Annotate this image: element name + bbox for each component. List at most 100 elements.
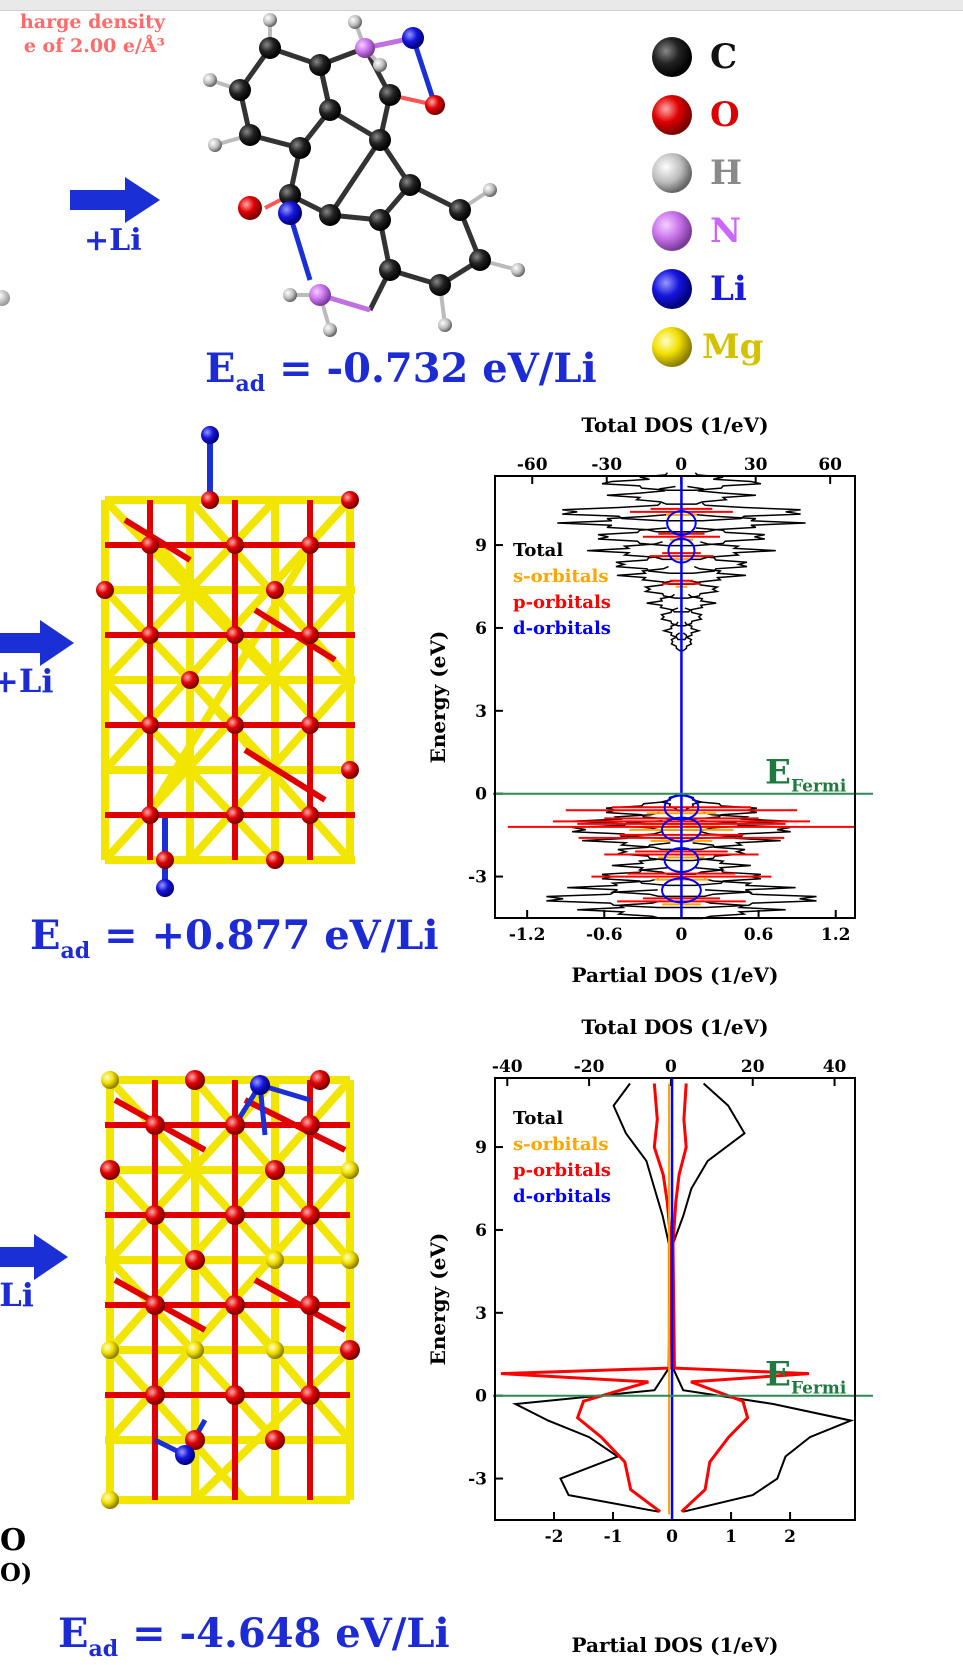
legend-item-li: Li [648,260,763,318]
dos-legend-entry: p-orbitals [513,1160,611,1181]
top-axis-title: Total DOS (1/eV) [581,413,768,437]
partial-atom-icon [0,290,10,306]
legend-label-h: H [710,153,743,193]
bottom-tick-label: 0 [666,1527,678,1547]
y-tick-label: 3 [475,702,487,722]
energy-value: = -4.648 eV/Li [132,1610,450,1657]
dos-chart-row2: Total DOS (1/eV) Partial DOS (1/eV) Energy… [426,413,873,987]
arrow-right-icon [0,620,74,666]
molecule-structure [203,13,525,337]
y-tick-label: -3 [468,868,487,888]
y-tick-label: 6 [475,1221,487,1241]
bottom-tick-label: 1 [725,1527,737,1547]
legend-label-li: Li [710,269,747,309]
y-tick-label: 9 [475,1138,487,1158]
mgo-slab-structure-row3 [100,1070,360,1509]
top-tick-label: -30 [591,455,622,475]
dos-legend-entry: s-orbitals [513,566,608,587]
nitrogen-atom-icon [652,211,692,251]
energy-prefix: E [58,1610,89,1657]
energy-prefix: E [30,912,61,959]
legend-item-c: C [648,28,763,86]
legend-label-n: N [710,211,742,251]
legend-item-h: H [648,144,763,202]
top-tick-label: 40 [823,1057,847,1077]
bottom-tick-label: 1.2 [821,925,851,945]
y-axis-title: Energy (eV) [426,1233,450,1366]
charge-density-note-line2: e of 2.00 e/Å³ [23,35,165,57]
bottom-tick-label: -1 [604,1527,623,1547]
window-top-bar [0,0,963,11]
fermi-sub-label: Fermi [791,1379,847,1399]
top-tick-label: -20 [574,1057,605,1077]
y-tick-label: 0 [475,1387,487,1407]
energy-value: = +0.877 eV/Li [104,912,439,959]
legend-label-o: O [710,95,740,135]
bottom-tick-label: -1.2 [509,925,546,945]
charge-density-note: harge density e of 2.00 e/Å³ [0,10,165,58]
fermi-sub-label: Fermi [791,777,847,797]
dos-chart-row3: Total DOS (1/eV) Partial DOS (1/eV) Energy… [426,1015,873,1657]
arrow-label-row1: +Li [84,223,142,258]
dos-legend-entry: d-orbitals [513,618,611,639]
legend-label-mg: Mg [702,327,764,367]
magnesium-atom-icon [652,327,692,367]
top-tick-label: 0 [665,1057,677,1077]
bottom-tick-label: 0 [676,925,688,945]
dos-legend-entry: d-orbitals [513,1186,611,1207]
total-dos-left [511,1082,670,1513]
adsorption-energy-row2: Ead = +0.877 eV/Li [30,912,439,964]
structure-label-line2: O) [0,1558,33,1587]
top-tick-label: 0 [675,455,687,475]
energy-sub: ad [60,938,91,964]
arrow-right-icon [0,1234,68,1280]
arrow-right-icon [70,177,160,223]
bottom-axis-title: Partial DOS (1/eV) [572,1633,779,1657]
arrow-label-row2: +Li [0,662,54,700]
fermi-label: E [765,1355,791,1395]
fermi-label: E [765,753,791,793]
dos-legend-entry: Total [513,1108,563,1129]
lithium-atom-icon [652,269,692,309]
y-tick-label: 9 [475,536,487,556]
bottom-tick-label: -2 [545,1527,564,1547]
arrow-label-row3: -Li [0,1276,34,1314]
energy-prefix: E [205,345,236,392]
legend-label-c: C [710,37,738,77]
legend-item-n: N [648,202,763,260]
dos-legend-entry: p-orbitals [513,592,611,613]
hydrogen-atom-icon [652,153,692,193]
structure-label-bottom-left: O O) [0,1525,32,1589]
y-axis-title: Energy (eV) [426,631,450,764]
y-tick-label: 0 [475,785,487,805]
element-legend: C O H N Li Mg [648,28,763,376]
top-tick-label: 20 [741,1057,765,1077]
dos-legend-entry: s-orbitals [513,1134,608,1155]
top-axis-title: Total DOS (1/eV) [581,1015,768,1039]
bottom-axis-title: Partial DOS (1/eV) [572,963,779,987]
legend-item-o: O [648,86,763,144]
y-tick-label: -3 [468,1470,487,1490]
plot-frame [494,475,856,919]
top-tick-label: 30 [744,455,768,475]
carbon-atom-icon [652,37,692,77]
charge-density-note-line1: harge density [19,11,165,33]
energy-value: = -0.732 eV/Li [279,345,597,392]
adsorption-energy-row1: Ead = -0.732 eV/Li [205,345,597,397]
bottom-tick-label: -0.6 [586,925,623,945]
legend-item-mg: Mg [648,318,763,376]
top-tick-label: -40 [492,1057,523,1077]
dos-legend-entry: Total [513,540,563,561]
y-tick-label: 3 [475,1304,487,1324]
oxygen-atom-icon [652,95,692,135]
total-dos-right [672,1082,855,1513]
top-tick-label: -60 [517,455,548,475]
adsorption-energy-row3: Ead = -4.648 eV/Li [58,1610,450,1662]
bottom-tick-label: 0.6 [744,925,774,945]
structure-label-line1: O [0,1523,27,1558]
bottom-tick-label: 2 [784,1527,796,1547]
energy-sub: ad [235,371,266,397]
mgo-slab-structure-row2 [96,426,359,897]
y-tick-label: 6 [475,619,487,639]
p-orbital-right [671,1083,810,1513]
